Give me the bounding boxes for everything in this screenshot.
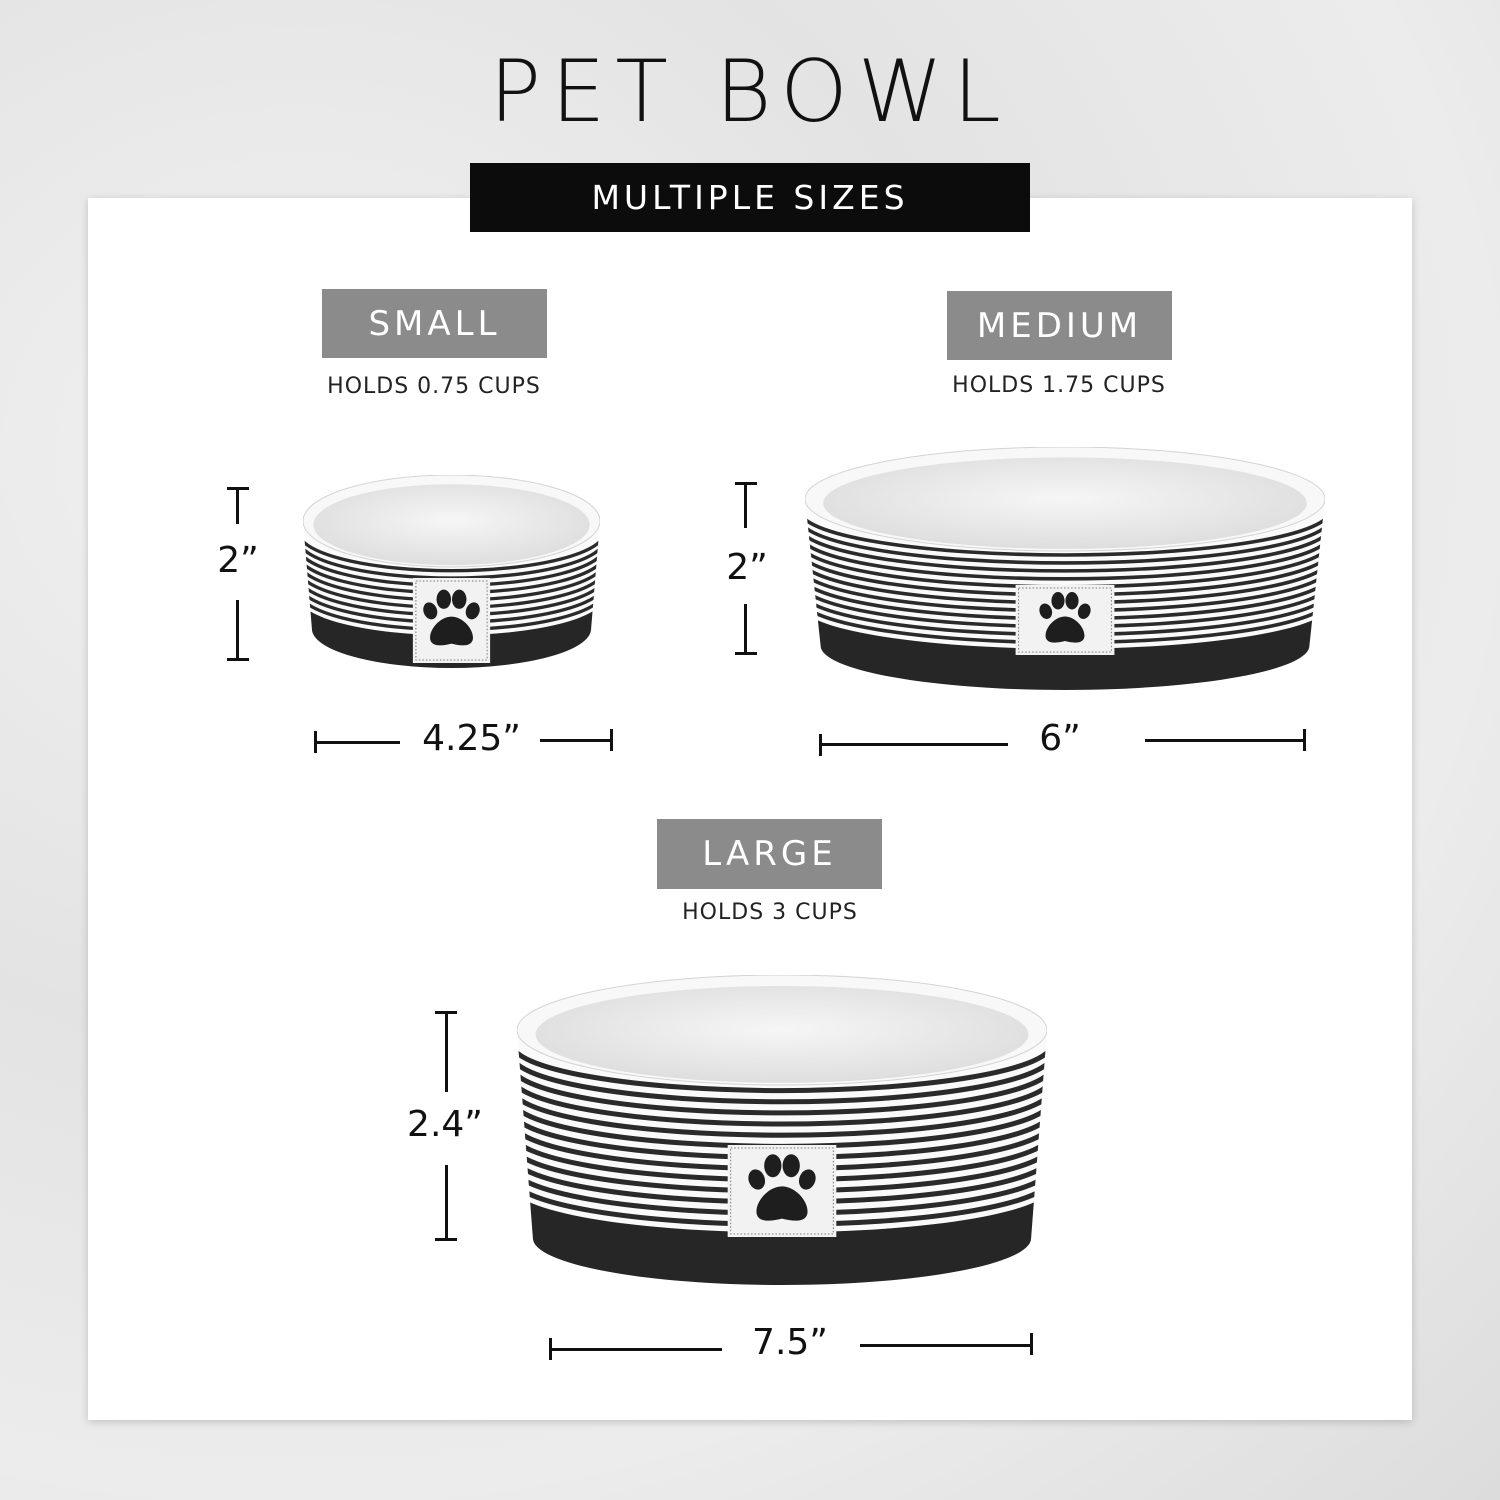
bowl-medium-image	[805, 447, 1325, 690]
height-line-small-top	[236, 488, 239, 524]
bowl-small-image	[303, 475, 600, 668]
width-label-small: 4.25”	[422, 718, 521, 759]
paw-label	[412, 578, 491, 663]
height-line-medium-bottom	[744, 604, 747, 654]
height-line-large-top	[445, 1012, 448, 1092]
stripe	[303, 531, 600, 573]
height-label-medium: 2”	[726, 547, 768, 588]
stripe	[805, 534, 1325, 581]
stripe	[517, 1054, 1047, 1105]
capacity-small: HOLDS 0.75 CUPS	[327, 374, 541, 399]
height-line-medium-top	[744, 483, 747, 528]
height-cap-bottom	[735, 652, 757, 655]
bowl-base	[303, 596, 600, 668]
height-label-small: 2”	[217, 540, 259, 581]
stripe	[517, 1088, 1047, 1138]
width-cap-right	[610, 729, 613, 751]
stripe	[805, 510, 1325, 557]
height-cap-bottom	[227, 658, 249, 661]
paw-print-icon	[1039, 592, 1091, 643]
height-cap-bottom	[435, 1238, 457, 1241]
width-line-large-right	[860, 1344, 1032, 1347]
size-badge-medium: MEDIUM	[947, 291, 1172, 360]
size-badge-small: SMALL	[322, 289, 547, 358]
stripe	[805, 526, 1325, 573]
bowl-base	[517, 1185, 1047, 1285]
subtitle-banner: MULTIPLE SIZES	[470, 163, 1030, 232]
width-label-large: 7.5”	[752, 1322, 828, 1363]
height-label-large: 2.4”	[407, 1104, 483, 1145]
paw-print-icon	[423, 589, 480, 646]
width-label-medium: 6”	[1039, 718, 1081, 759]
width-line-medium-left	[820, 743, 1008, 746]
width-line-medium-right	[1145, 739, 1305, 742]
size-badge-large: LARGE	[657, 819, 882, 889]
width-cap-right	[1030, 1333, 1033, 1355]
page-title: PET BOWL	[489, 42, 1011, 142]
paw-label	[1015, 585, 1115, 655]
width-line-small-right	[540, 739, 612, 742]
capacity-medium: HOLDS 1.75 CUPS	[952, 373, 1166, 398]
paw-label	[727, 1145, 837, 1237]
width-cap-right	[1303, 729, 1306, 751]
bowl-large-image	[517, 975, 1047, 1285]
width-line-small-left	[315, 741, 400, 744]
height-line-small-bottom	[236, 600, 239, 660]
capacity-large: HOLDS 3 CUPS	[682, 900, 858, 925]
height-line-large-bottom	[445, 1165, 448, 1240]
stripe	[517, 1065, 1047, 1116]
width-line-large-left	[550, 1348, 722, 1351]
paw-print-icon	[748, 1154, 816, 1221]
stripe	[805, 518, 1325, 565]
stripe	[517, 1043, 1047, 1094]
stripe	[517, 1077, 1047, 1127]
